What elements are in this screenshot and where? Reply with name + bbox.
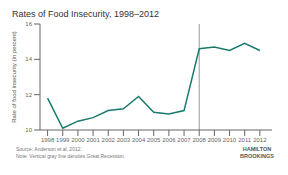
svg-text:2012: 2012 <box>253 137 267 143</box>
svg-text:Rate of food insecurity (in pe: Rate of food insecurity (in percent) <box>11 31 17 123</box>
svg-text:2005: 2005 <box>147 137 161 143</box>
svg-text:2000: 2000 <box>71 137 85 143</box>
html-text:HAMILTON: HAMILTON <box>242 146 272 152</box>
html-text:Note: Vertical gray line denot: Note: Vertical gray line denotes Great R… <box>16 153 126 159</box>
svg-text:12: 12 <box>25 92 32 98</box>
svg-text:2004: 2004 <box>132 137 146 143</box>
svg-text:10: 10 <box>25 127 32 133</box>
svg-text:2011: 2011 <box>238 137 252 143</box>
svg-text:1998: 1998 <box>41 137 55 143</box>
svg-text:2002: 2002 <box>102 137 116 143</box>
svg-text:2003: 2003 <box>117 137 131 143</box>
svg-text:1999: 1999 <box>56 137 70 143</box>
html-text:BROOKINGS: BROOKINGS <box>240 153 274 159</box>
html-text:Source: Anderson et al. 2012.: Source: Anderson et al. 2012. <box>16 146 82 152</box>
html-text:Rates of Food Insecurity, 1998: Rates of Food Insecurity, 1998–2012 <box>12 9 159 19</box>
svg-text:2007: 2007 <box>177 137 191 143</box>
svg-text:2008: 2008 <box>193 137 207 143</box>
svg-text:2001: 2001 <box>86 137 100 143</box>
svg-text:2010: 2010 <box>223 137 237 143</box>
svg-text:2006: 2006 <box>162 137 176 143</box>
svg-text:16: 16 <box>25 21 32 27</box>
svg-text:14: 14 <box>25 56 32 62</box>
svg-text:2009: 2009 <box>208 137 222 143</box>
